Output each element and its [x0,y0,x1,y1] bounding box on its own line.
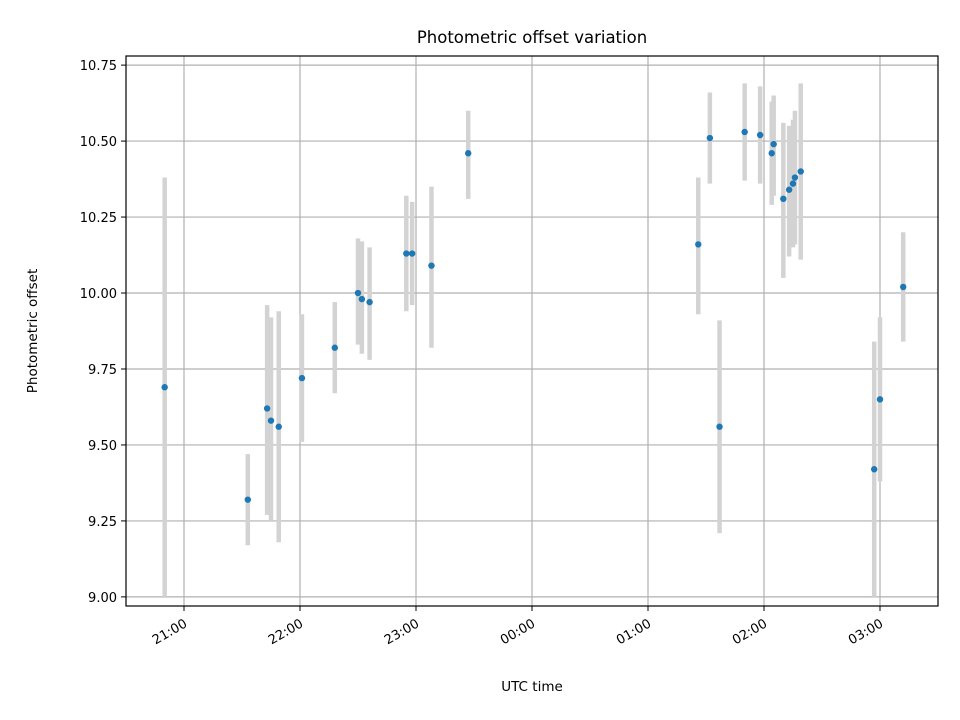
x-tick-label: 02:00 [730,616,770,648]
y-tick-label: 10.50 [80,135,117,150]
data-point [756,131,764,139]
y-tick-label: 10.75 [80,59,117,74]
data-point [797,168,804,175]
data-point [695,241,702,248]
x-tick-label: 22:00 [266,616,306,648]
y-tick-label: 10.00 [80,287,117,302]
axis-ticks: 21:00 22:00 23:00 00:00 01:00 02:00 03:00 9.00 9… [80,59,886,648]
data-point [465,150,472,157]
data-points [161,128,907,503]
data-point [716,423,723,430]
data-point [408,250,416,257]
data-point [403,250,410,257]
data-point [366,298,373,306]
data-point [770,140,777,148]
data-point [428,262,435,269]
x-tick-label: 21:00 [150,616,190,648]
data-point [298,374,306,382]
y-tick-label: 9.50 [88,439,117,454]
data-point [275,423,282,430]
x-axis-label: UTC time [501,679,563,695]
data-point [900,283,907,291]
data-point [876,396,884,403]
data-point [331,344,338,351]
x-tick-label: 01:00 [614,616,654,648]
data-point [791,174,799,181]
data-point [161,384,168,391]
y-tick-label: 9.25 [88,515,117,530]
data-point [789,180,797,187]
data-point [267,417,275,424]
data-point [741,128,748,136]
data-point [785,186,793,193]
data-point [780,195,787,203]
data-point [871,466,878,473]
error-bars [162,83,906,597]
data-point [354,289,362,297]
data-point [263,405,271,412]
x-tick-label: 00:00 [498,616,538,648]
data-point [244,496,251,503]
chart-title: Photometric offset variation [417,28,647,47]
y-tick-label: 9.75 [88,363,117,378]
y-tick-label: 9.00 [88,591,117,606]
x-tick-label: 23:00 [382,616,422,648]
y-axis-label: Photometric offset [25,269,41,393]
x-tick-label: 03:00 [846,616,886,648]
data-point [768,150,775,157]
data-point [706,134,714,142]
data-point [358,295,366,303]
y-tick-label: 10.25 [80,211,117,226]
